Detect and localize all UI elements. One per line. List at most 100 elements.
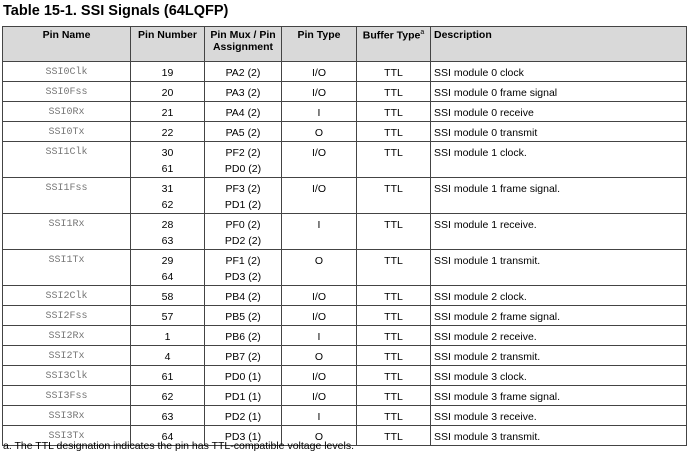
- pin-number-value: 21: [161, 107, 174, 119]
- ssi-signals-table: Pin Name Pin Number Pin Mux / Pin Assign…: [2, 26, 687, 446]
- pin-type-cell: I: [281, 405, 357, 426]
- pin-number-cell: 57: [130, 305, 205, 326]
- pin-name-cell: SSI0Fss: [2, 81, 131, 102]
- header-buffer-type: Buffer Typea: [356, 26, 431, 62]
- pin-type-cell: I/O: [281, 81, 357, 102]
- buffer-type-cell: TTL: [356, 121, 431, 142]
- pin-mux-cell: PD2 (1): [204, 405, 282, 426]
- header-description: Description: [430, 26, 687, 62]
- header-pin-name: Pin Name: [2, 26, 131, 62]
- table-row: SSI1Rx 28 63 PF0 (2) PD2 (2) I TTL SSI module 1…: [2, 213, 687, 250]
- buffer-type-cell: TTL: [356, 213, 431, 250]
- pin-number-cell: 19: [130, 61, 205, 82]
- buffer-type-cell: TTL: [356, 365, 431, 386]
- pin-type-cell: I: [281, 101, 357, 122]
- pin-number-value: 20: [161, 87, 174, 99]
- table-row: SSI3Fss 62 PD1 (1) I/O TTL SSI module 3 frame…: [2, 385, 687, 406]
- buffer-type-cell: TTL: [356, 177, 431, 214]
- pin-number-cell: 20: [130, 81, 205, 102]
- table-footnote: a. The TTL designation indicates the pin…: [3, 440, 354, 452]
- buffer-type-label: Buffer Type: [362, 29, 421, 42]
- pin-number-value: 63: [161, 411, 174, 423]
- pin-type-cell: I: [281, 325, 357, 346]
- pin-number-cell: 31 62: [130, 177, 205, 214]
- pin-number-value: 58: [161, 291, 174, 303]
- pin-mux-value: PD2 (1): [224, 411, 262, 423]
- pin-number-value: 4: [164, 351, 171, 363]
- pin-number-cell: 58: [130, 285, 205, 306]
- pin-mux-value: PB6 (2): [225, 331, 261, 343]
- table-row: SSI2Tx 4 PB7 (2) O TTL SSI module 2 transmit.: [2, 345, 687, 366]
- header-pin-type: Pin Type: [281, 26, 357, 62]
- description-cell: SSI module 2 clock.: [430, 285, 687, 306]
- description-cell: SSI module 1 receive.: [430, 213, 687, 250]
- pin-type-cell: O: [281, 345, 357, 366]
- pin-number-value: 22: [161, 127, 174, 139]
- table-row: SSI1Tx 29 64 PF1 (2) PD3 (2) O TTL SSI module 1…: [2, 249, 687, 286]
- pin-mux-value: PF3 (2): [225, 183, 261, 195]
- pin-name-cell: SSI3Fss: [2, 385, 131, 406]
- pin-mux-value: PD3 (2): [224, 271, 262, 283]
- pin-mux-cell: PA3 (2): [204, 81, 282, 102]
- footnote-mark: a: [420, 29, 425, 36]
- pin-mux-value: PD1 (2): [224, 199, 262, 211]
- pin-number-value: 62: [161, 199, 174, 211]
- buffer-type-cell: TTL: [356, 385, 431, 406]
- buffer-type-cell: TTL: [356, 141, 431, 178]
- pin-number-cell: 30 61: [130, 141, 205, 178]
- pin-number-value: 61: [161, 163, 174, 175]
- pin-name-cell: SSI2Clk: [2, 285, 131, 306]
- pin-number-value: 1: [164, 331, 171, 343]
- pin-name-cell: SSI1Tx: [2, 249, 131, 286]
- pin-number-value: 62: [161, 391, 174, 403]
- pin-mux-cell: PD3 (1): [204, 425, 282, 446]
- pin-number-value: 64: [161, 431, 174, 443]
- buffer-type-cell: TTL: [356, 345, 431, 366]
- pin-mux-value: PD0 (1): [224, 371, 262, 383]
- description-cell: SSI module 1 frame signal.: [430, 177, 687, 214]
- pin-number-cell: 29 64: [130, 249, 205, 286]
- buffer-type-cell: TTL: [356, 305, 431, 326]
- pin-type-cell: I/O: [281, 177, 357, 214]
- header-row: Pin Name Pin Number Pin Mux / Pin Assign…: [2, 26, 687, 62]
- buffer-type-cell: TTL: [356, 285, 431, 306]
- table-row: SSI0Tx 22 PA5 (2) O TTL SSI module 0 transmit: [2, 121, 687, 142]
- pin-mux-value: PA5 (2): [225, 127, 261, 139]
- buffer-type-cell: TTL: [356, 61, 431, 82]
- buffer-type-cell: TTL: [356, 325, 431, 346]
- pin-mux-cell: PA2 (2): [204, 61, 282, 82]
- pin-mux-value: PA3 (2): [225, 87, 261, 99]
- pin-number-cell: 64: [130, 425, 205, 446]
- pin-name-cell: SSI3Clk: [2, 365, 131, 386]
- table-row: SSI3Tx 64 PD3 (1) O TTL SSI module 3 transmit…: [2, 425, 687, 446]
- table-row: SSI0Rx 21 PA4 (2) I TTL SSI module 0 receive: [2, 101, 687, 122]
- pin-number-value: 64: [161, 271, 174, 283]
- table-row: SSI3Rx 63 PD2 (1) I TTL SSI module 3 receive.: [2, 405, 687, 426]
- pin-name-cell: SSI0Tx: [2, 121, 131, 142]
- pin-type-cell: O: [281, 425, 357, 446]
- pin-number-cell: 21: [130, 101, 205, 122]
- buffer-type-cell: TTL: [356, 101, 431, 122]
- pin-name-cell: SSI0Clk: [2, 61, 131, 82]
- pin-number-cell: 4: [130, 345, 205, 366]
- description-cell: SSI module 3 frame signal.: [430, 385, 687, 406]
- buffer-type-cell: TTL: [356, 81, 431, 102]
- table-row: SSI2Fss 57 PB5 (2) I/O TTL SSI module 2 frame…: [2, 305, 687, 326]
- buffer-type-cell: TTL: [356, 425, 431, 446]
- pin-mux-value: PA4 (2): [225, 107, 261, 119]
- pin-name-cell: SSI2Rx: [2, 325, 131, 346]
- pin-mux-value: PF0 (2): [225, 219, 261, 231]
- table-title: Table 15-1. SSI Signals (64LQFP): [3, 3, 229, 19]
- pin-name-cell: SSI1Rx: [2, 213, 131, 250]
- description-cell: SSI module 2 frame signal.: [430, 305, 687, 326]
- description-cell: SSI module 2 transmit.: [430, 345, 687, 366]
- pin-type-cell: I: [281, 213, 357, 250]
- pin-mux-value: PA2 (2): [225, 67, 261, 79]
- buffer-type-cell: TTL: [356, 249, 431, 286]
- pin-number-cell: 62: [130, 385, 205, 406]
- table-row: SSI0Clk 19 PA2 (2) I/O TTL SSI module 0 clock: [2, 61, 687, 82]
- pin-name-cell: SSI3Rx: [2, 405, 131, 426]
- pin-number-value: 61: [161, 371, 174, 383]
- table-row: SSI0Fss 20 PA3 (2) I/O TTL SSI module 0 frame…: [2, 81, 687, 102]
- pin-mux-cell: PD0 (1): [204, 365, 282, 386]
